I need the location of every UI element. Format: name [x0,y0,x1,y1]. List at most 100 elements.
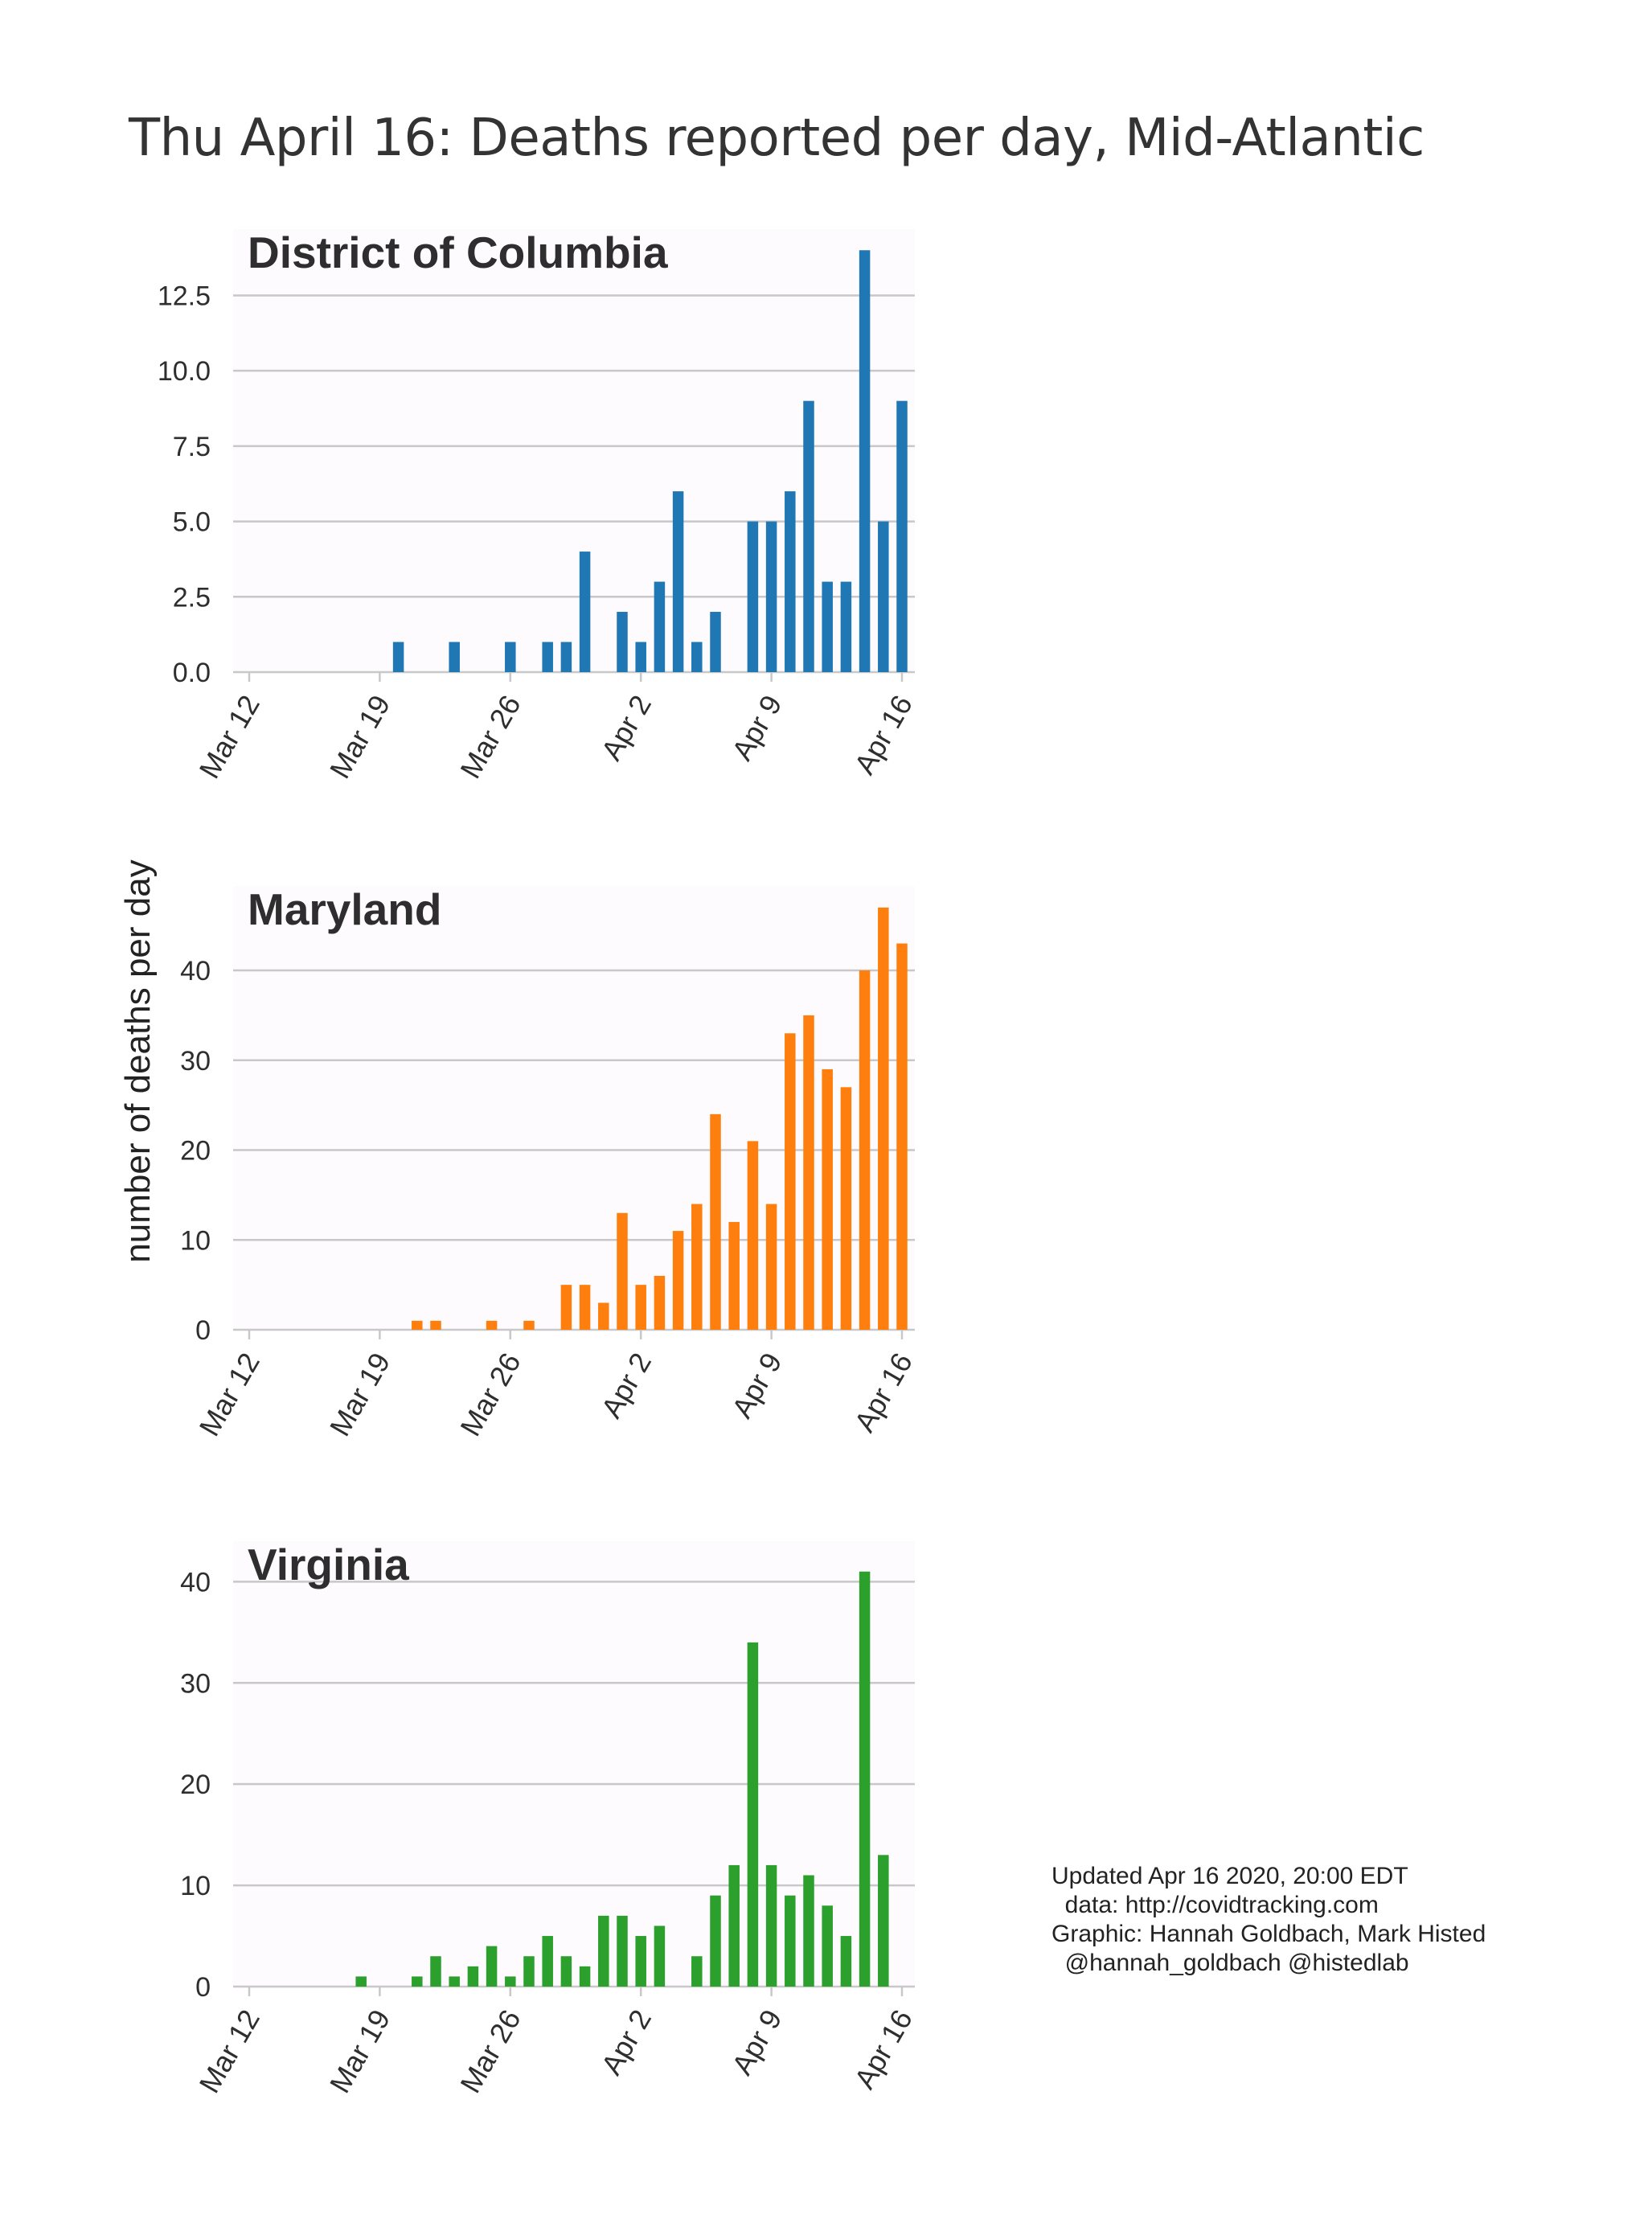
bar [765,521,777,672]
bar [765,1204,777,1330]
bar [635,1285,646,1330]
y-tick-label: 40 [180,956,211,986]
y-tick-label: 0 [195,1315,211,1346]
y-tick-label: 40 [180,1567,211,1597]
chart-panel: 0 10 20 30 40 Mar 12 Mar 19 Mar 26 Apr 2 Apr 9 Apr… [180,1540,919,2098]
x-tick-label: Mar 19 [323,690,397,785]
bar [654,1275,666,1330]
bar [878,521,889,672]
y-tick-label: 10 [180,1871,211,1901]
x-tick-label: Apr 16 [847,690,919,780]
bar [412,1976,423,1987]
x-tick-label: Mar 12 [192,1347,266,1442]
bar [785,491,796,672]
panel-title: Maryland [248,884,441,934]
credits-line: Updated Apr 16 2020, 20:00 EDT [1051,1863,1408,1889]
bar [878,907,889,1330]
bar [803,400,814,672]
bar [840,581,852,672]
x-tick-label: Mar 12 [192,2004,266,2099]
bar [598,1915,609,1987]
bar [785,1033,796,1330]
y-axis-label: number of deaths per day [118,859,158,1262]
x-tick-label: Mar 26 [453,2004,527,2099]
bar [840,1087,852,1330]
bar [523,1956,535,1987]
bar [710,1113,721,1330]
y-tick-label: 30 [180,1046,211,1077]
bar [728,1864,740,1987]
y-tick-label: 12.5 [158,281,211,311]
x-tick-label: Apr 9 [725,690,789,766]
bar [449,642,460,672]
bar [672,491,684,672]
bar [672,1231,684,1330]
bar [822,1905,833,1987]
panel-title: District of Columbia [248,228,668,277]
bar [840,1936,852,1987]
bar [617,1915,628,1987]
credits-line: @hannah_goldbach @histedlab [1051,1950,1409,1976]
x-tick-label: Apr 2 [595,2004,658,2081]
bar [617,612,628,672]
bar [710,1895,721,1987]
bar [579,1966,591,1987]
x-tick-label: Mar 19 [323,2004,397,2099]
bar [691,1204,703,1330]
bar [822,581,833,672]
y-tick-label: 0 [195,1972,211,2003]
bar [560,1285,572,1330]
x-tick-label: Mar 12 [192,690,266,785]
y-tick-label: 10.0 [158,356,211,387]
bar [542,642,553,672]
bar [449,1976,460,1987]
bar [560,1956,572,1987]
bar [896,943,908,1330]
bar [542,1936,553,1987]
bar [635,1936,646,1987]
bar [355,1976,367,1987]
plot-background [233,886,915,1331]
bar [803,1015,814,1330]
bar [430,1320,441,1330]
bar [486,1946,498,1987]
bar [691,1956,703,1987]
bar [486,1320,498,1330]
x-tick-label: Apr 16 [847,1347,919,1437]
bar [635,642,646,672]
bar [747,1642,759,1987]
bar [654,581,666,672]
x-tick-label: Apr 9 [725,2004,789,2081]
x-tick-label: Apr 2 [595,1347,658,1424]
x-tick-label: Mar 19 [323,1347,397,1442]
bar [505,642,516,672]
plot-background [233,229,915,673]
chart-panel: 0.0 2.5 5.0 7.5 10.0 12.5 Mar 12 Mar 19 Mar 26 Ap… [158,228,919,784]
bar [654,1925,666,1987]
bar [467,1966,479,1987]
bar [523,1320,535,1330]
page-title: Thu April 16: Deaths reported per day, M… [129,109,1424,168]
bar [691,642,703,672]
bar [785,1895,796,1987]
bar [747,1141,759,1330]
bar [710,612,721,672]
bar [765,1864,777,1987]
credits-line: data: http://covidtracking.com [1051,1892,1379,1918]
bar [803,1875,814,1987]
y-tick-label: 20 [180,1770,211,1800]
credits-line: Graphic: Hannah Goldbach, Mark Histed [1051,1921,1486,1947]
bar [728,1221,740,1330]
bar [430,1956,441,1987]
y-tick-label: 20 [180,1136,211,1167]
bar [392,642,404,672]
bar [859,250,871,672]
x-tick-label: Apr 16 [847,2004,919,2094]
bar [859,1571,871,1987]
bar [505,1976,516,1987]
y-tick-label: 5.0 [173,507,211,538]
bar [859,970,871,1330]
y-tick-label: 30 [180,1668,211,1699]
credits-block: Updated Apr 16 2020, 20:00 EDT data: htt… [1051,1862,1486,1978]
